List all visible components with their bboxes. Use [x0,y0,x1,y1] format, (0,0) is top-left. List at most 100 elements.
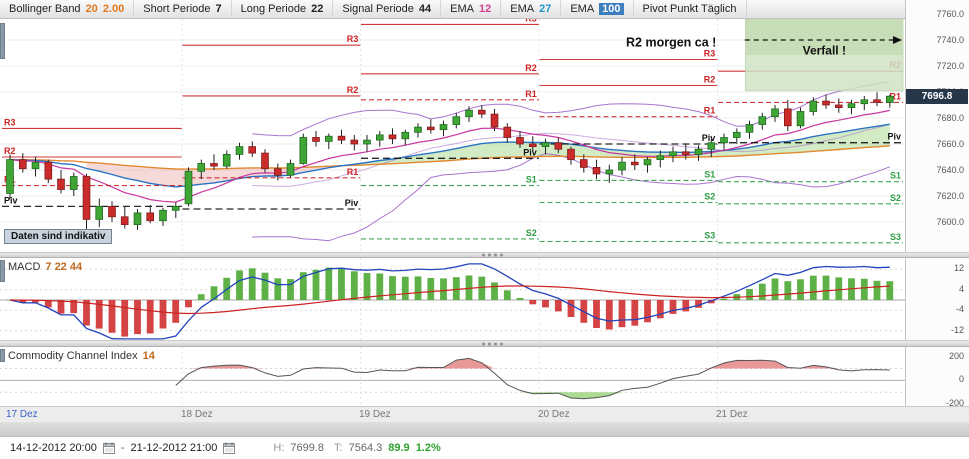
macd-scrollbar-thumb[interactable] [0,260,5,282]
svg-text:R2: R2 [347,85,359,95]
calendar-icon[interactable] [223,442,236,454]
svg-text:S2: S2 [704,192,715,202]
setting-pivot-punkt[interactable]: Pivot Punkt Täglich [634,0,747,18]
setting-part: EMA [510,3,535,15]
setting-long-periode[interactable]: Long Periode 22 [232,0,334,18]
setting-part: Bollinger Band [9,3,81,15]
setting-part: 44 [418,3,432,15]
macd-axis-tick: -4 [955,304,964,314]
setting-part: 22 [311,3,324,15]
setting-short-periode[interactable]: Short Periode 7 [134,0,232,18]
svg-text:S3: S3 [704,231,715,241]
x-axis-label: 21 Dez [716,409,748,420]
low-value: 7564.3 [348,442,383,454]
cci-axis-tick: 0 [958,374,964,384]
svg-text:S1: S1 [526,175,537,185]
setting-part: Signal Periode [342,3,414,15]
high-label: H: [273,442,285,454]
setting-part: 100 [599,3,624,15]
macd-chart-canvas[interactable] [0,258,905,340]
setting-part: Pivot Punkt Täglich [642,3,737,15]
setting-ema-100[interactable]: EMA 100 [561,0,634,18]
indicator-settings-bar: Bollinger Band 20 2.00 Short Periode 7 Long P… [0,0,905,19]
svg-text:R3: R3 [704,49,716,59]
svg-text:Verfall !: Verfall ! [803,43,846,57]
bottom-strip [0,422,969,436]
setting-ema-12[interactable]: EMA 12 [441,0,502,18]
setting-part: Short Periode [143,3,211,15]
setting-part: EMA [570,3,595,15]
splitter-grip-icon [482,342,503,345]
setting-part: 12 [478,3,492,15]
cci-axis-tick: -200 [945,398,964,408]
setting-part: 7 [215,3,222,15]
svg-text:R1: R1 [704,106,716,116]
price-scrollbar-thumb[interactable] [0,23,5,59]
setting-ema-27[interactable]: EMA 27 [501,0,562,18]
date-range-from: 14-12-2012 20:00 [10,442,97,454]
last-price-tag: 7696.8 [906,89,968,104]
calendar-icon[interactable] [102,442,115,454]
svg-text:R2: R2 [525,63,537,73]
panel-splitter[interactable] [0,340,969,347]
cci-scrollbar-thumb[interactable] [0,349,5,362]
change-percent: 1.2% [415,442,441,454]
setting-part: 20 [85,3,98,15]
price-chart-canvas[interactable]: R3 R2 R1 Piv R3 R2 R1 Piv R3 R2 R1 Piv S1 S2 R3 R2 R1 Piv… [0,19,905,252]
svg-text:R1: R1 [525,89,537,99]
x-axis-label: 19 Dez [359,409,391,420]
x-axis-label: 20 Dez [538,409,570,420]
svg-text:S1: S1 [704,169,715,179]
setting-signal-periode[interactable]: Signal Periode 44 [333,0,442,18]
price-axis-tick: 7760.0 [936,9,964,19]
change-value: 89.9 [388,442,410,454]
macd-label: MACD 7 22 44 [8,261,82,273]
svg-text:S2: S2 [890,193,901,203]
cci-axis-tick: 200 [948,351,964,361]
splitter-grip-icon [482,253,503,257]
macd-axis-tick: -12 [950,325,964,335]
x-axis-label: 17 Dez [6,409,38,420]
data-indicative-tooltip: Daten sind indikativ [4,229,113,244]
price-axis-tick: 7640.0 [936,165,964,175]
svg-text:S1: S1 [890,171,901,181]
macd-label-text: MACD [8,261,41,273]
high-value: 7699.8 [290,442,325,454]
svg-text:R2: R2 [4,146,16,156]
svg-text:S3: S3 [890,232,901,242]
price-axis-tick: 7680.0 [936,113,964,123]
macd-params: 7 22 44 [45,261,83,273]
cci-params: 14 [142,350,155,362]
svg-text:Piv: Piv [523,147,537,157]
svg-text:R3: R3 [347,34,359,44]
svg-text:R2: R2 [704,75,716,85]
svg-text:S2: S2 [526,228,537,238]
macd-panel[interactable] [0,258,905,340]
macd-axis-tick: 12 [953,263,964,273]
status-bar: 14-12-2012 20:00 - 21-12-2012 21:00 H: 7… [0,436,969,459]
svg-text:R3: R3 [525,19,537,23]
svg-text:R1: R1 [347,167,359,177]
cci-label: Commodity Channel Index 14 [8,350,155,362]
x-axis-label: 18 Dez [181,409,213,420]
cci-chart-canvas[interactable] [0,347,905,406]
date-range-to: 21-12-2012 21:00 [130,442,218,454]
setting-part: Long Periode [240,3,307,15]
setting-part: EMA [450,3,474,15]
svg-text:Piv: Piv [702,133,716,143]
cci-panel[interactable] [0,347,905,406]
setting-part: 27 [539,3,552,15]
price-axis-tick: 7660.0 [936,139,964,149]
svg-text:Piv: Piv [887,132,901,142]
panel-splitter[interactable] [0,252,969,258]
setting-bollinger-band[interactable]: Bollinger Band 20 2.00 [0,0,135,18]
setting-part: 2.00 [102,3,125,15]
date-range-separator: - [120,442,125,454]
time-axis: 17 Dez 18 Dez 19 Dez 20 Dez 21 Dez [0,406,969,422]
price-panel[interactable]: R3 R2 R1 Piv R3 R2 R1 Piv R3 R2 R1 Piv S1 S2 R3 R2 R1 Piv… [0,19,905,252]
price-axis-tick: 7600.0 [936,217,964,227]
price-axis-tick: 7720.0 [936,61,964,71]
price-axis-tick: 7620.0 [936,191,964,201]
svg-text:R3: R3 [4,117,16,127]
